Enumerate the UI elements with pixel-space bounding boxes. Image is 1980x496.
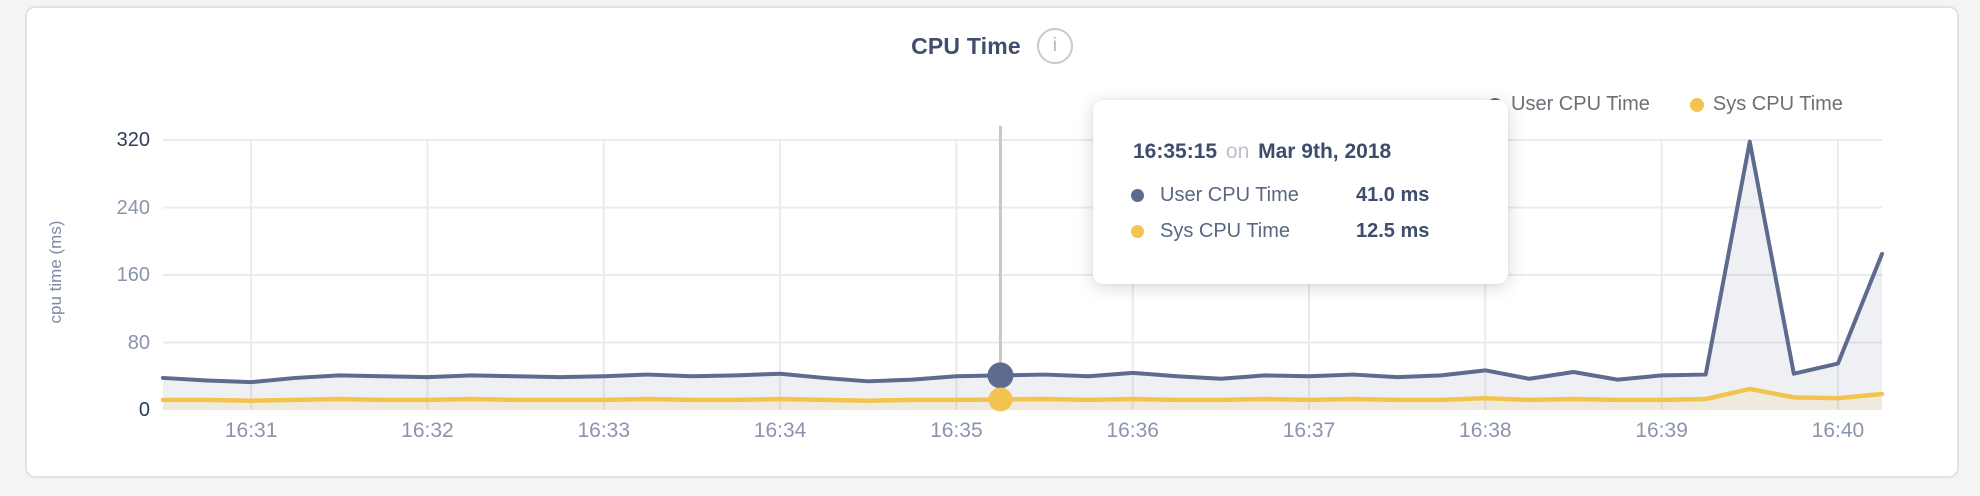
chart-legend: User CPU Time Sys CPU Time xyxy=(1488,93,1843,116)
tooltip-series-value: 12.5 ms xyxy=(1356,220,1430,242)
x-axis-tick-label: 16:39 xyxy=(1635,419,1688,442)
x-axis-tick-label: 16:32 xyxy=(401,419,454,442)
page-title: CPU Time xyxy=(911,32,1021,59)
info-icon[interactable]: i xyxy=(1036,28,1073,64)
sys-series-line xyxy=(160,386,1885,403)
legend-label: User CPU Time xyxy=(1511,93,1650,115)
panel-header: CPU Time i xyxy=(25,28,1959,64)
x-axis-tick-label: 16:37 xyxy=(1282,419,1336,442)
chart-tooltip: 16:35:15 on Mar 9th, 2018 User CPU Time … xyxy=(1093,100,1508,284)
y-axis-title: cpu time (ms) xyxy=(46,220,65,324)
tooltip-row-user: User CPU Time 41.0 ms xyxy=(1131,184,1478,207)
y-axis-tick-label: 240 xyxy=(116,196,150,219)
y-axis-tick-label: 80 xyxy=(127,331,150,354)
tooltip-series-label: Sys CPU Time xyxy=(1160,220,1291,242)
x-axis-tick-label: 16:35 xyxy=(930,419,983,442)
tooltip-header: 16:35:15 on Mar 9th, 2018 xyxy=(1133,140,1478,164)
y-axis-tick-label: 320 xyxy=(116,129,150,151)
sys-series-dot-icon xyxy=(1689,97,1704,112)
x-axis-tick-label: 16:31 xyxy=(224,419,278,442)
tooltip-series-label: User CPU Time xyxy=(1160,184,1299,206)
user-series-line xyxy=(161,139,1884,385)
tooltip-time: 16:35:15 xyxy=(1133,140,1218,163)
legend-label: Sys CPU Time xyxy=(1712,93,1843,115)
sys-series-dot-icon xyxy=(1131,225,1144,238)
y-axis-tick-label: 0 xyxy=(138,399,150,421)
x-axis-tick-label: 16:33 xyxy=(577,419,631,442)
x-axis-tick-label: 16:34 xyxy=(753,419,807,442)
legend-item-sys-cpu-time[interactable]: Sys CPU Time xyxy=(1689,93,1843,116)
tooltip-row-sys: Sys CPU Time 12.5 ms xyxy=(1131,220,1478,243)
tooltip-series-value: 41.0 ms xyxy=(1356,184,1430,206)
x-axis-tick-label: 16:36 xyxy=(1106,419,1159,442)
legend-item-user-cpu-time[interactable]: User CPU Time xyxy=(1488,93,1650,116)
hover-point-sys xyxy=(988,387,1013,412)
x-axis-tick-label: 16:40 xyxy=(1811,419,1865,442)
tooltip-date: Mar 9th, 2018 xyxy=(1258,140,1392,163)
user-series-area xyxy=(163,141,1882,410)
tooltip-connector: on xyxy=(1225,140,1250,163)
x-axis-tick-label: 16:38 xyxy=(1459,419,1512,442)
hover-point-user xyxy=(987,362,1014,389)
user-series-dot-icon xyxy=(1131,189,1144,202)
y-axis-tick-label: 160 xyxy=(116,264,150,286)
